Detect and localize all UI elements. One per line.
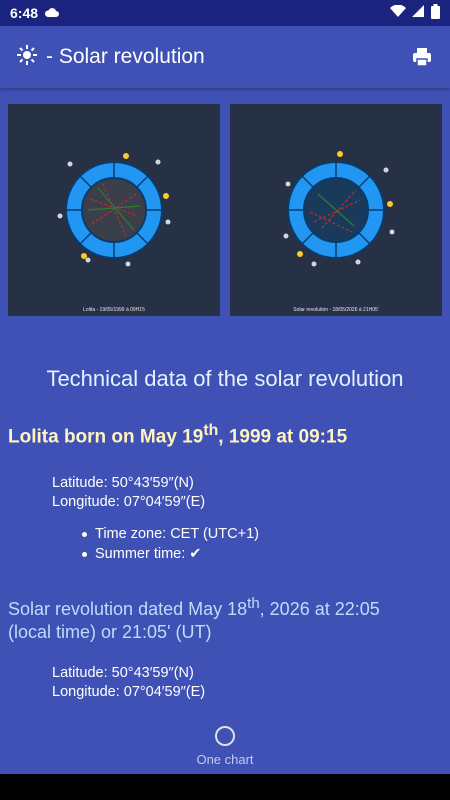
revolution-chart-image[interactable]: Solar revolution - 18/05/2026 à 21H05' <box>230 104 442 316</box>
list-item: Time zone: CET (UTC+1) <box>82 524 259 544</box>
natal-chart-image[interactable]: Lolita - 19/05/1999 à 09H15 <box>8 104 220 316</box>
revolution-heading: Solar revolution dated May 18th, 2026 at… <box>8 592 440 644</box>
circle-icon[interactable] <box>215 725 235 746</box>
natal-chart-caption: Lolita - 19/05/1999 à 09H15 <box>83 307 145 313</box>
status-time: 6:48 <box>10 5 39 21</box>
natal-wheel-icon <box>57 153 171 267</box>
app-bar: - Solar revolution <box>0 26 450 88</box>
birth-latitude: Latitude: 50°43′59″(N) <box>52 475 194 491</box>
birth-heading-prefix: Lolita born on May 19 <box>8 426 204 448</box>
birth-details-list: Time zone: CET (UTC+1) Summer time: ✔ <box>82 524 259 564</box>
chart-gallery: Lolita - 19/05/1999 à 09H15 <box>8 104 442 316</box>
birth-heading: Lolita born on May 19th, 1999 at 09:15 <box>8 422 438 448</box>
sun-icon <box>16 44 38 71</box>
summer-time: Summer time: ✔ <box>95 546 202 562</box>
status-bar: 6:48 <box>0 0 450 26</box>
revolution-chart-caption: Solar revolution - 18/05/2026 à 21H05' <box>293 307 379 313</box>
list-item: Summer time: ✔ <box>82 544 259 564</box>
birth-heading-sup: th <box>203 422 219 439</box>
revolution-wheel-icon <box>283 151 395 267</box>
revolution-latitude: Latitude: 50°43′59″(N) <box>52 665 194 681</box>
battery-icon <box>431 4 440 22</box>
app-title: - Solar revolution <box>46 45 205 68</box>
cloud-icon <box>44 5 60 21</box>
wifi-icon <box>390 4 406 21</box>
bottom-nav[interactable]: One chart <box>0 718 450 774</box>
birth-coordinates: Latitude: 50°43′59″(N) Longitude: 07°04′… <box>52 474 205 512</box>
revolution-heading-prefix: Solar revolution dated May 18 <box>8 599 248 619</box>
revolution-longitude: Longitude: 07°04′59″(E) <box>52 684 206 700</box>
revolution-heading-suffix: , 2026 at 22:05 <box>259 599 380 619</box>
revolution-heading-sup: th <box>247 595 260 612</box>
birth-longitude: Longitude: 07°04′59″(E) <box>52 494 206 510</box>
section-title: Technical data of the solar revolution <box>46 366 404 391</box>
system-nav-bar <box>0 774 450 800</box>
one-chart-label[interactable]: One chart <box>196 751 254 767</box>
revolution-coordinates: Latitude: 50°43′59″(N) Longitude: 07°04′… <box>52 664 205 702</box>
time-zone: Time zone: CET (UTC+1) <box>95 526 259 542</box>
signal-icon <box>412 5 425 21</box>
revolution-heading-line2: (local time) or 21:05' (UT) <box>8 622 212 642</box>
birth-heading-suffix: , 1999 at 09:15 <box>218 426 348 448</box>
printer-icon[interactable] <box>410 45 434 69</box>
